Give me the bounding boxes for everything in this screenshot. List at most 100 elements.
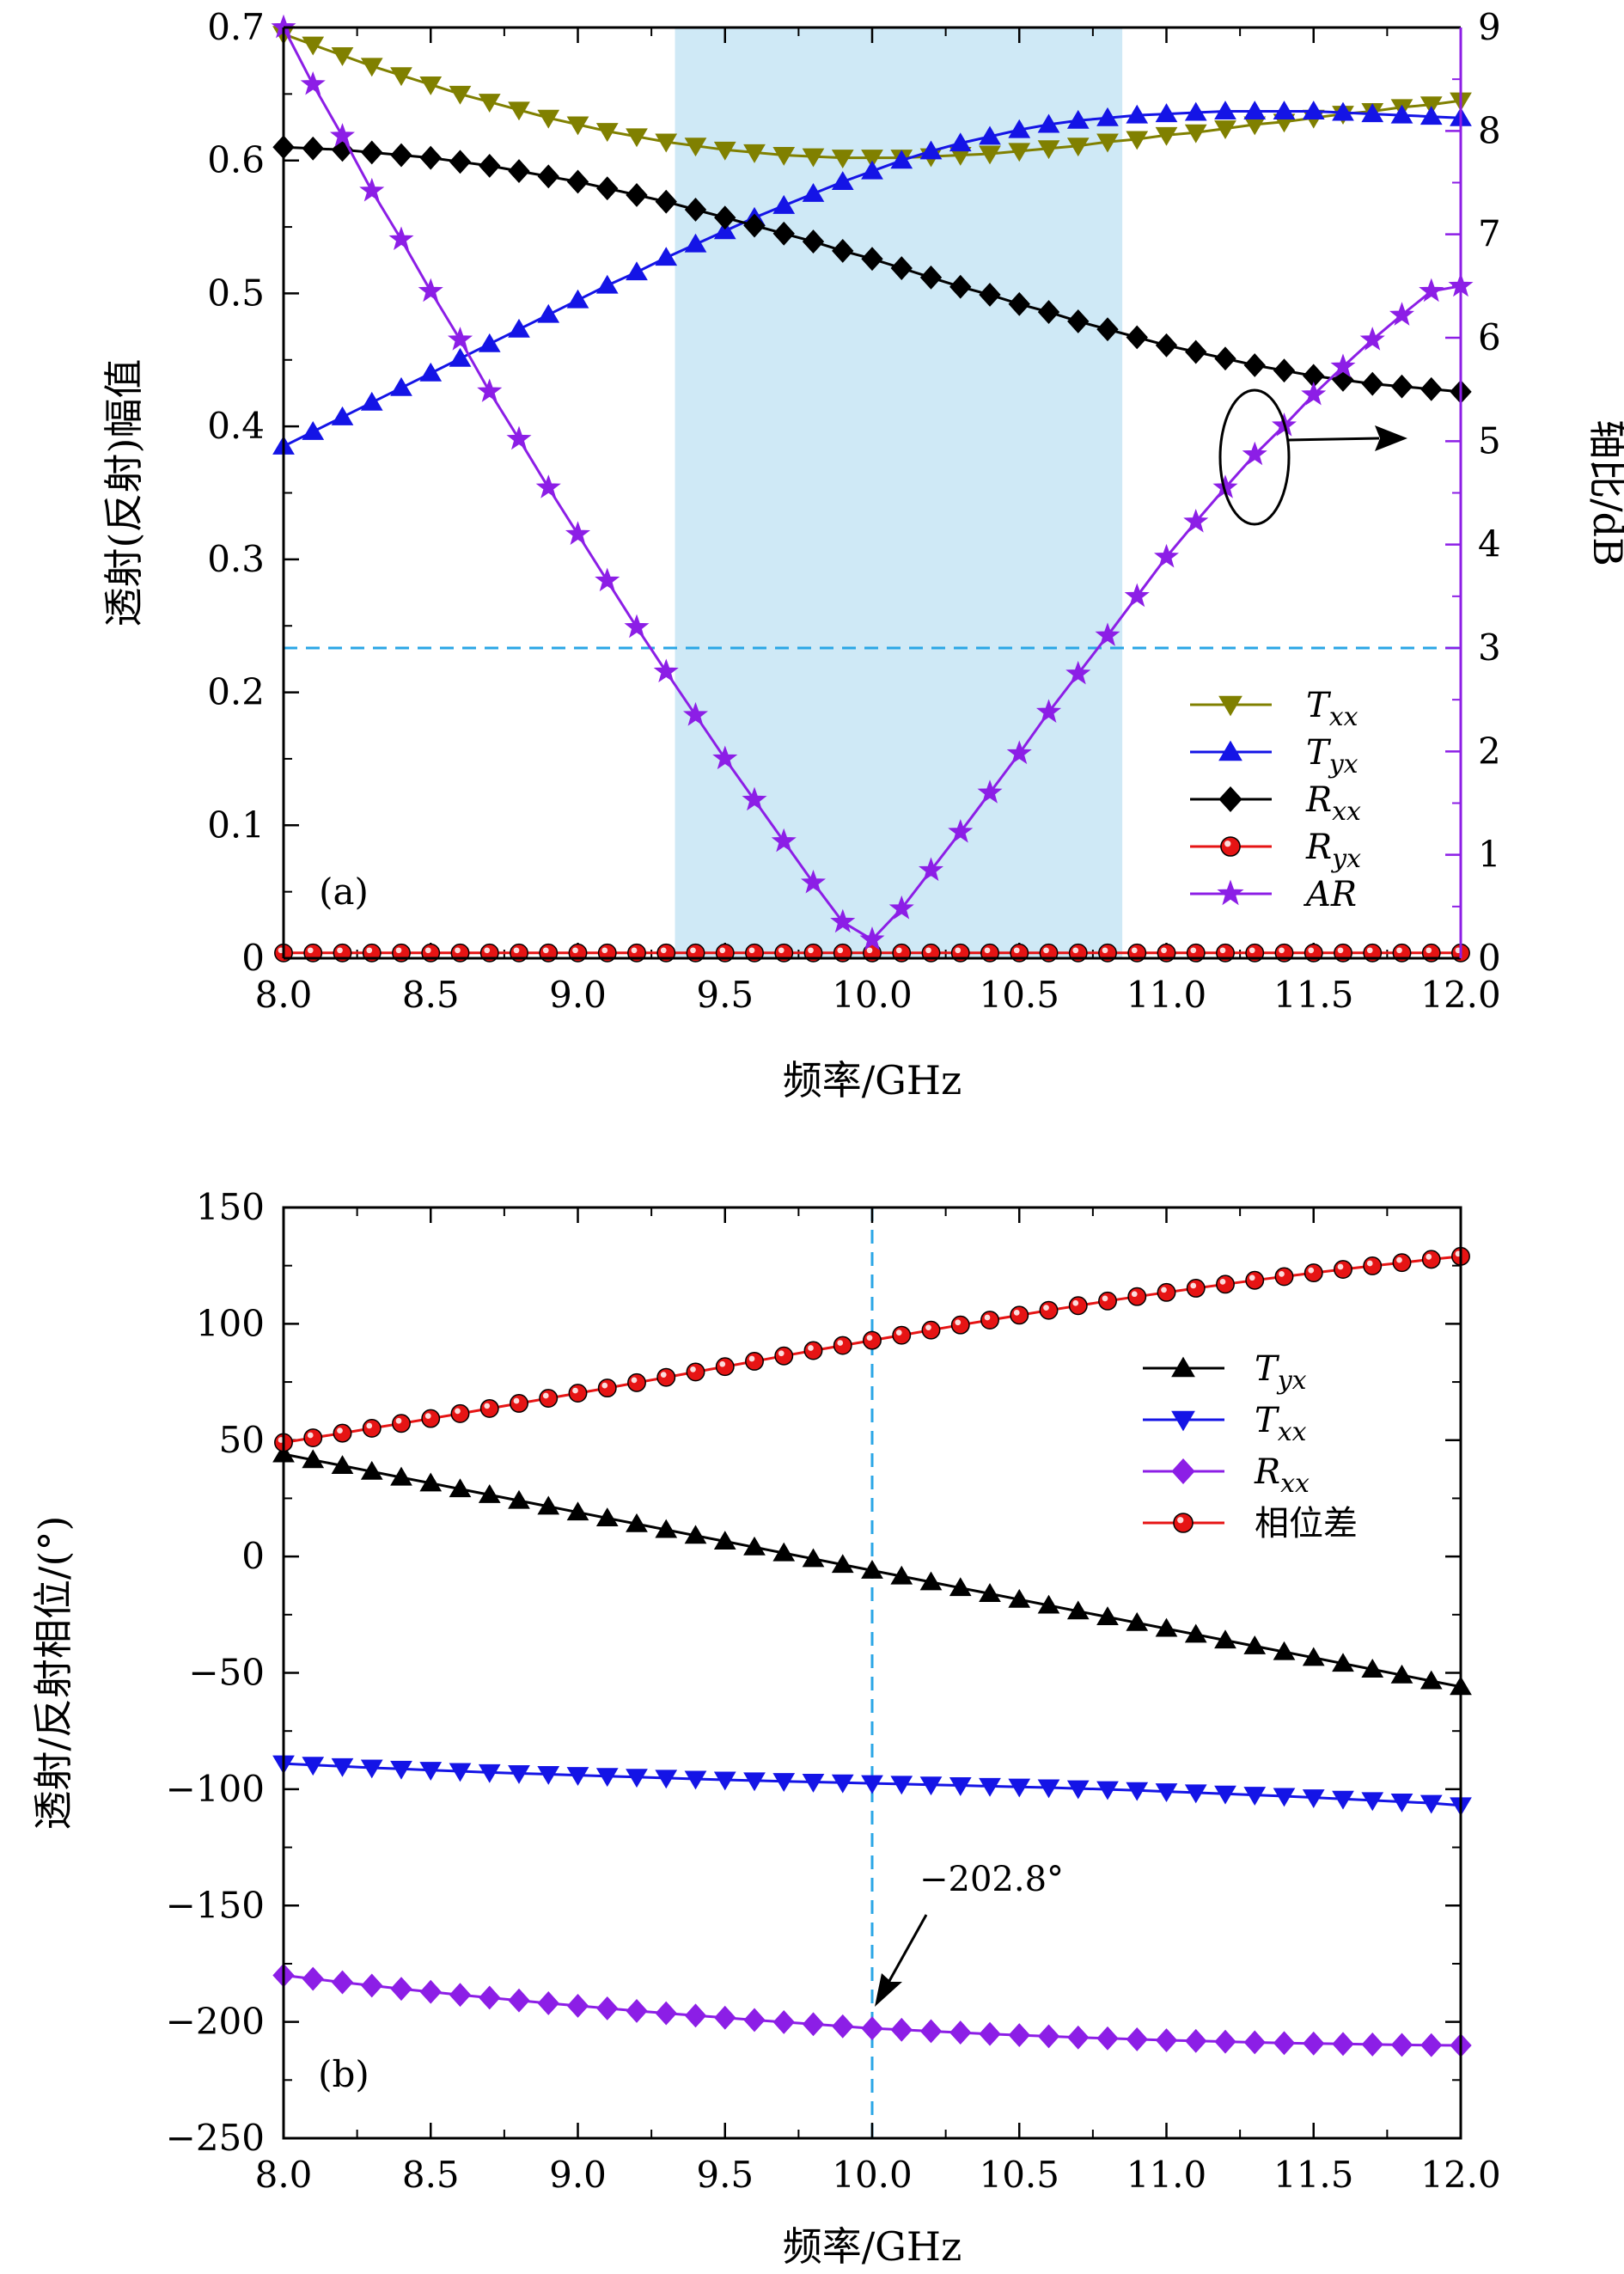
data-point [861, 2016, 883, 2041]
data-point [890, 1776, 913, 1795]
data-point [774, 1346, 794, 1366]
data-point [595, 1507, 619, 1526]
y2-tick-label: 5 [1478, 419, 1501, 462]
data-point-highlight [337, 1427, 343, 1433]
data-point [1243, 1635, 1267, 1654]
data-point [360, 1759, 383, 1779]
data-point [1008, 119, 1031, 138]
data-point-highlight [1219, 947, 1226, 954]
data-point [712, 745, 738, 770]
data-point [859, 926, 885, 951]
data-point-highlight [572, 947, 578, 954]
x-tick-label: 11.5 [1273, 2154, 1354, 2196]
data-point [863, 1330, 882, 1350]
data-point [918, 857, 944, 882]
data-point [360, 58, 383, 77]
data-point [684, 138, 707, 157]
y-tick-label: 0.2 [207, 671, 265, 713]
data-point [1390, 374, 1413, 399]
data-point [713, 141, 736, 161]
data-point [1126, 1611, 1149, 1631]
data-point-highlight [366, 1422, 373, 1429]
legend-label: Txx [1306, 686, 1358, 732]
data-point-highlight [1219, 1278, 1226, 1285]
data-point [980, 1311, 999, 1330]
data-point [1390, 2033, 1413, 2057]
data-point [1303, 2031, 1325, 2056]
data-point-highlight [484, 947, 491, 954]
data-point-highlight [1337, 1263, 1344, 1270]
data-point [1216, 1275, 1235, 1294]
data-point-highlight [395, 1417, 402, 1424]
data-point [979, 283, 1001, 307]
data-point-highlight [808, 947, 814, 954]
data-point [686, 1362, 705, 1382]
y-tick-label: −150 [166, 1884, 265, 1926]
data-point [1155, 1783, 1178, 1802]
data-point [1214, 346, 1236, 371]
data-point [1419, 1670, 1443, 1690]
data-point [419, 1762, 443, 1782]
y2-tick-label: 8 [1478, 109, 1501, 151]
legend-marker [1171, 1356, 1195, 1378]
data-point [447, 327, 473, 351]
data-point [361, 140, 383, 165]
data-point [1361, 371, 1383, 396]
data-point [1153, 543, 1180, 568]
data-point [1126, 2026, 1148, 2051]
series-Txx [272, 1755, 1472, 1817]
x-tick-label: 8.5 [402, 974, 460, 1016]
data-point [1185, 2028, 1207, 2053]
x-tick-label: 12.0 [1420, 974, 1501, 1016]
data-point [506, 425, 532, 450]
data-point [831, 171, 854, 190]
data-point [1214, 1629, 1236, 1649]
x-tick-label: 9.0 [549, 974, 607, 1016]
data-point [772, 2009, 795, 2034]
annotation-arrow-shaft [888, 1914, 928, 1982]
ellipse-annotation [1218, 388, 1291, 526]
data-point-highlight [513, 1397, 520, 1404]
data-point-highlight [1013, 947, 1020, 954]
data-point-highlight [424, 947, 431, 954]
data-point [949, 274, 972, 299]
data-point [333, 1423, 352, 1443]
series-Rxx [272, 135, 1472, 404]
data-point [449, 1763, 472, 1782]
data-point [979, 2021, 1001, 2046]
data-point [1184, 101, 1207, 121]
data-point [1124, 583, 1150, 608]
data-point-highlight [690, 1366, 696, 1372]
panel-label: (b) [318, 2053, 369, 2095]
y-tick-label: −100 [166, 1768, 265, 1810]
data-point [478, 1764, 501, 1783]
legend-label-main: R [1305, 828, 1332, 867]
y-tick-label: 0.5 [207, 272, 265, 314]
chart-panel-b: −250 −200 −150 −100 −50 0 50 100 150 8.0 8.5 9.0 9.5… [30, 1186, 1501, 2270]
data-point [300, 70, 326, 95]
legend-label: Tyx [1255, 1349, 1307, 1396]
data-point [419, 362, 443, 382]
data-point [568, 1384, 588, 1403]
data-point [1037, 140, 1060, 160]
data-point [302, 1449, 325, 1469]
data-point [948, 818, 974, 843]
data-point-highlight [572, 1387, 578, 1394]
legend-label: 相位差 [1255, 1504, 1358, 1544]
y-tick-label: −200 [166, 2001, 265, 2043]
annotation-arrow-head [875, 1973, 902, 2007]
data-point [802, 148, 825, 168]
data-point-highlight [1337, 947, 1344, 954]
data-point [302, 1757, 325, 1776]
data-point [537, 1991, 559, 2015]
data-point [714, 2005, 736, 2030]
data-point [302, 420, 325, 440]
data-point-highlight [366, 947, 373, 954]
data-point [742, 786, 767, 811]
data-point [419, 76, 443, 95]
y-tick-label: 0 [241, 937, 265, 979]
data-point [1155, 2028, 1178, 2052]
x-tick-label: 8.0 [255, 2154, 313, 2196]
